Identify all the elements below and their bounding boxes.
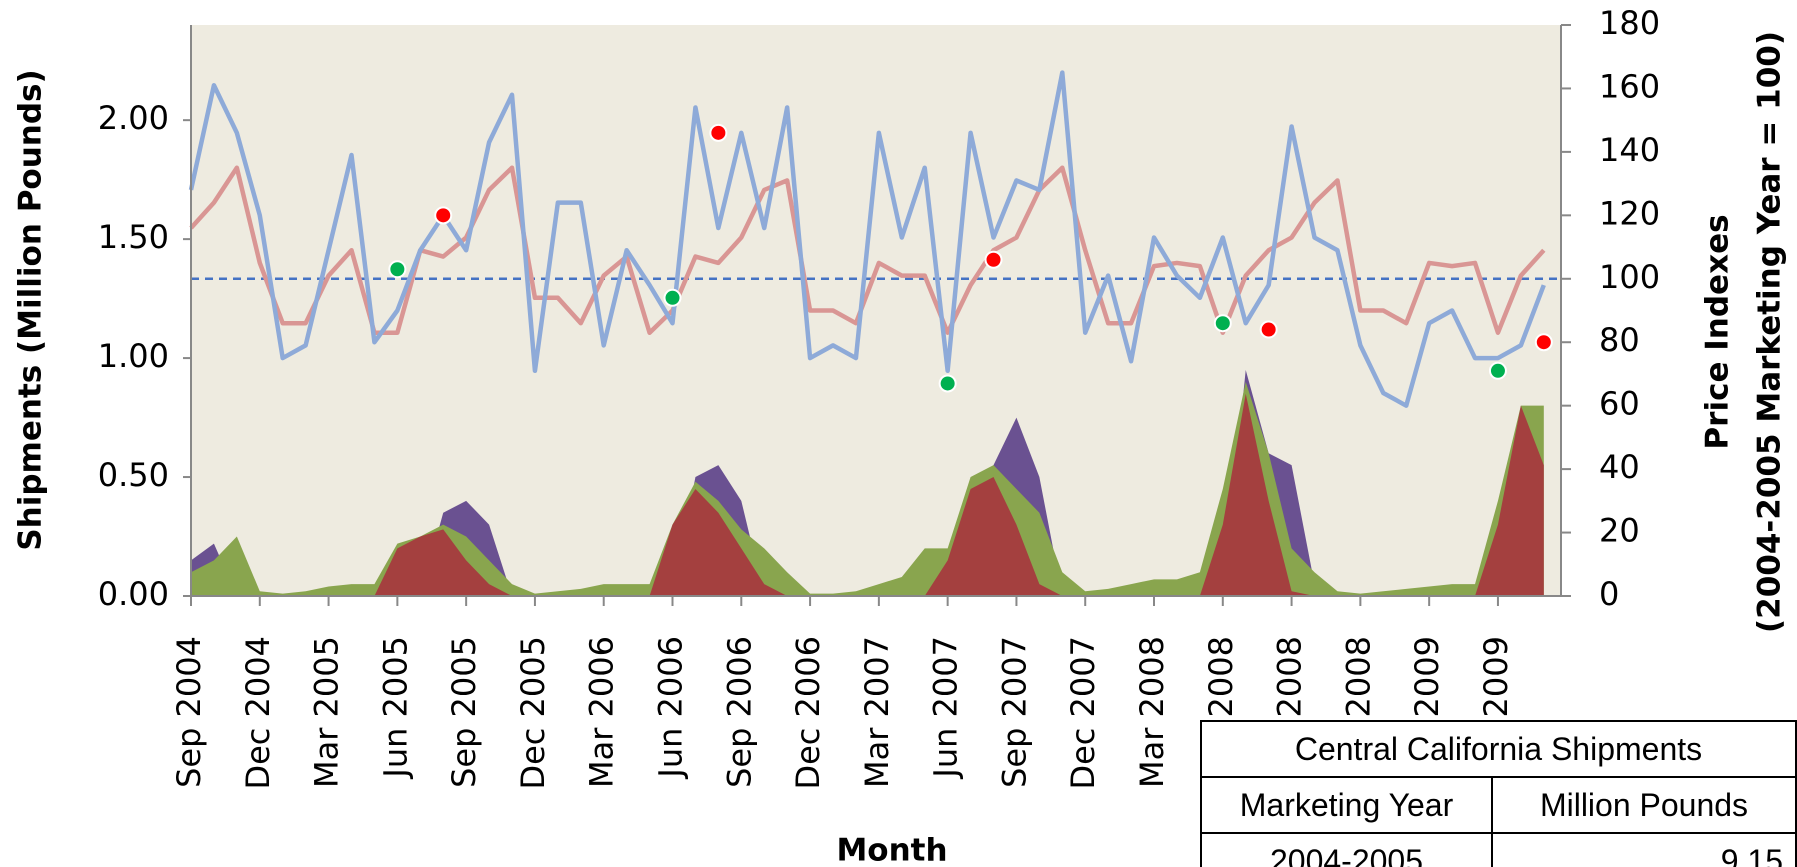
x-tick-label: Sep 2004 [170, 636, 208, 788]
y2-axis-title: Price Indexes [1700, 214, 1736, 449]
y2-axis-title: (2004-2005 Marketing Year = 100) [1752, 31, 1788, 633]
y2-tick-label: 40 [1599, 448, 1640, 486]
marker [709, 123, 728, 142]
x-tick-label: Dec 2007 [1064, 636, 1102, 790]
x-tick-label: Dec 2006 [789, 636, 827, 790]
table-header: Million Pounds [1491, 776, 1797, 834]
y2-tick-label: 80 [1599, 321, 1640, 359]
y2-tick-label: 100 [1599, 258, 1660, 296]
y2-tick-label: 160 [1599, 67, 1660, 105]
y-axis-title: Shipments (Million Pounds) [13, 69, 49, 550]
marker [1259, 320, 1278, 339]
y-tick-label: 0.00 [98, 575, 169, 613]
x-tick-label: Sep 2006 [720, 636, 758, 788]
x-tick-label: Jun 2007 [927, 636, 965, 780]
y-tick-label: 1.00 [98, 337, 169, 375]
marker [984, 250, 1003, 269]
marker [1213, 314, 1232, 333]
marker [1534, 333, 1553, 352]
shipment-area [191, 381, 1544, 596]
y2-tick-label: 140 [1599, 131, 1660, 169]
y2-tick-label: 20 [1599, 512, 1640, 550]
y2-tick-label: 120 [1599, 194, 1660, 232]
x-axis-title: Month [836, 833, 947, 867]
y-tick-label: 1.50 [98, 218, 169, 256]
y2-tick-label: 180 [1599, 4, 1660, 42]
marker [434, 206, 453, 225]
x-tick-label: Jun 2005 [376, 636, 414, 780]
table-title: Central California Shipments [1200, 720, 1797, 778]
marker [938, 374, 957, 393]
x-tick-label: Dec 2005 [514, 636, 552, 790]
y-tick-label: 2.00 [98, 99, 169, 137]
table-cell: 9.15 [1491, 832, 1797, 867]
y2-tick-label: 60 [1599, 385, 1640, 423]
plot-background [191, 25, 1561, 596]
x-tick-label: Mar 2005 [308, 636, 346, 788]
table-container: Central California Shipments Marketing Y… [1200, 720, 1797, 867]
marker [663, 288, 682, 307]
x-tick-label: Sep 2005 [445, 636, 483, 788]
y2-tick-label: 0 [1599, 575, 1619, 613]
table-header: Marketing Year [1200, 776, 1493, 834]
x-tick-label: Sep 2007 [995, 636, 1033, 788]
table-title-row: Central California Shipments [1200, 720, 1797, 778]
x-tick-label: Jun 2006 [652, 636, 690, 780]
price-line [188, 70, 1546, 408]
x-tick-label: Mar 2007 [858, 636, 896, 788]
x-tick-label: Mar 2008 [1133, 636, 1171, 788]
y-tick-label: 0.50 [98, 456, 169, 494]
x-tick-label: Dec 2004 [239, 636, 277, 790]
marker [1488, 361, 1507, 380]
x-tick-label: Mar 2006 [583, 636, 621, 788]
shipments-table: Central California Shipments Marketing Y… [1200, 720, 1797, 867]
table-header-row: Marketing Year Million Pounds [1200, 776, 1797, 834]
marker [388, 260, 407, 279]
table-cell: 2004-2005 [1200, 832, 1493, 867]
table-row: 2004-2005 9.15 [1200, 832, 1797, 867]
